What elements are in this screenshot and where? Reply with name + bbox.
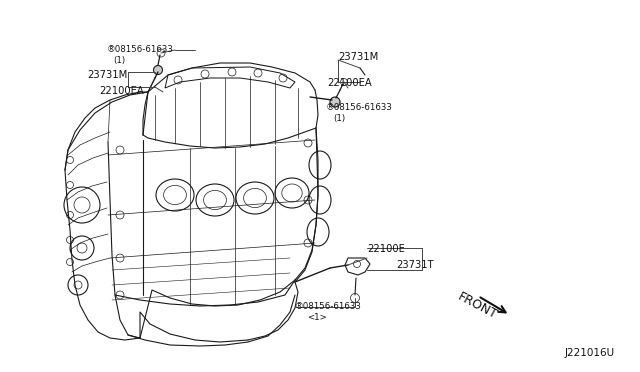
Text: J221016U: J221016U [565, 348, 615, 358]
Text: <1>: <1> [307, 313, 327, 322]
Text: 23731M: 23731M [87, 70, 127, 80]
Text: ®08156-61633: ®08156-61633 [326, 103, 393, 112]
Circle shape [154, 65, 163, 74]
Text: ®08156-61633: ®08156-61633 [295, 302, 362, 311]
Text: FRONT: FRONT [455, 290, 499, 322]
Text: ®08156-61633: ®08156-61633 [107, 45, 174, 54]
Circle shape [330, 97, 340, 107]
Text: 22100EA: 22100EA [99, 86, 144, 96]
Text: 22100EA: 22100EA [327, 78, 372, 88]
Text: 23731T: 23731T [396, 260, 434, 270]
Text: (1): (1) [113, 56, 125, 65]
Text: 23731M: 23731M [338, 52, 378, 62]
Text: 22100E: 22100E [367, 244, 405, 254]
Text: (1): (1) [333, 114, 345, 123]
